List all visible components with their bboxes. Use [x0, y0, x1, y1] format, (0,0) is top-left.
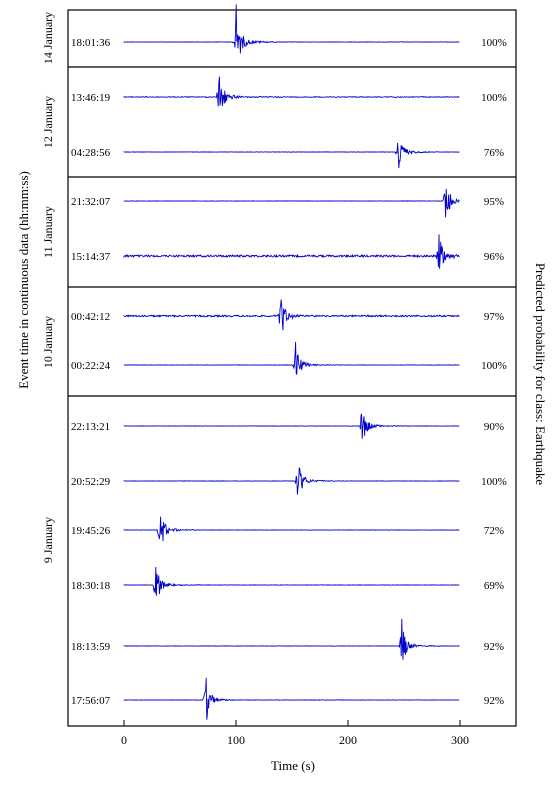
event-time-label: 20:52:29 [71, 476, 111, 488]
labels-layer: 14 January 18:01:36 100% 12 January 13:46:19… [41, 12, 507, 707]
x-axis: 0 100 200 300 [121, 720, 469, 747]
x-tick-label: 300 [451, 733, 469, 747]
waveform-trace [123, 188, 460, 218]
probability-label: 100% [481, 92, 507, 104]
date-label: 12 January [41, 96, 55, 148]
event-time-label: 18:01:36 [71, 37, 111, 49]
panels-layer [67, 9, 517, 727]
waveform-trace [123, 76, 460, 107]
waveform-trace [123, 566, 460, 596]
y-axis-label-left: Event time in continuous data (hh:mm:ss) [16, 171, 31, 389]
event-time-label: 00:22:24 [71, 360, 111, 372]
waveform-trace [123, 516, 460, 542]
probability-label: 100% [481, 37, 507, 49]
traces-layer [123, 4, 460, 720]
event-time-label: 15:14:37 [71, 251, 111, 263]
probability-label: 96% [484, 251, 504, 263]
event-time-label: 00:42:12 [71, 311, 110, 323]
x-tick-label: 200 [339, 733, 357, 747]
event-time-label: 19:45:26 [71, 525, 111, 537]
date-label: 9 January [41, 517, 55, 563]
event-time-label: 18:30:18 [71, 580, 111, 592]
date-label: 10 January [41, 316, 55, 368]
event-time-label: 13:46:19 [71, 92, 111, 104]
probability-label: 72% [484, 525, 504, 537]
waveform-trace [123, 341, 460, 375]
plot-frame [67, 9, 517, 727]
waveform-trace [123, 467, 460, 495]
date-label: 11 January [41, 206, 55, 258]
waveform-trace [123, 4, 460, 54]
probability-label: 92% [484, 695, 504, 707]
probability-label: 76% [484, 147, 504, 159]
waveform-trace [123, 299, 460, 331]
probability-label: 97% [484, 311, 504, 323]
probability-label: 100% [481, 476, 507, 488]
probability-label: 100% [481, 360, 507, 372]
y-axis-label-right: Predicted probability for class: Earthqu… [533, 263, 548, 486]
event-time-label: 21:32:07 [71, 196, 111, 208]
probability-label: 69% [484, 580, 504, 592]
date-label: 14 January [41, 12, 55, 64]
event-time-label: 18:13:59 [71, 641, 111, 653]
probability-label: 92% [484, 641, 504, 653]
x-tick-label: 0 [121, 733, 127, 747]
event-time-label: 22:13:21 [71, 421, 110, 433]
waveform-trace [123, 677, 460, 720]
probability-label: 90% [484, 421, 504, 433]
x-tick-label: 100 [227, 733, 245, 747]
waveform-trace [123, 618, 460, 660]
event-time-label: 17:56:07 [71, 695, 111, 707]
probability-label: 95% [484, 196, 504, 208]
waveform-trace [123, 142, 460, 169]
event-time-label: 04:28:56 [71, 147, 111, 159]
x-axis-label: Time (s) [271, 758, 315, 773]
waveform-trace [123, 413, 460, 439]
waveform-trace [123, 234, 460, 269]
